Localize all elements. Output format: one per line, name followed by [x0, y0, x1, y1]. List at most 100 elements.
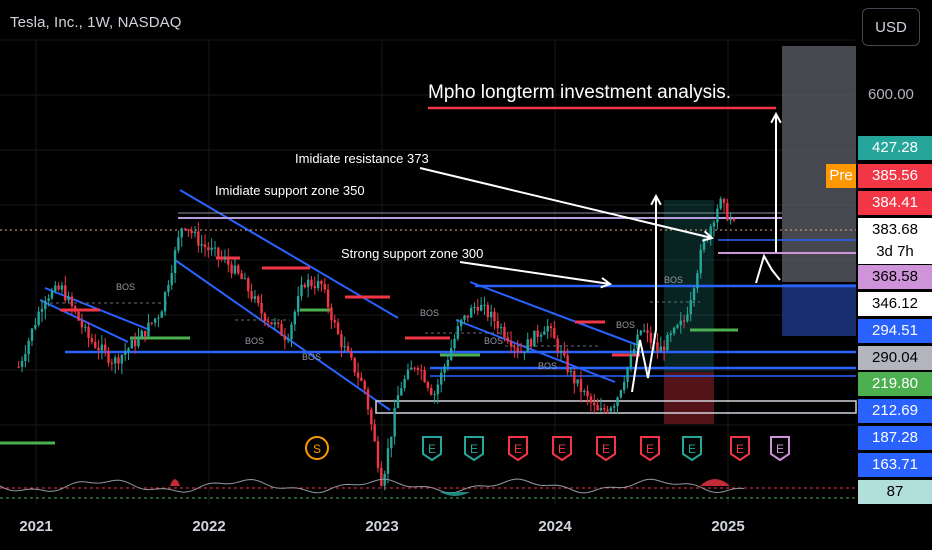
candle-body	[629, 353, 633, 368]
event-mark-letter: E	[514, 442, 522, 456]
candle-body	[133, 339, 137, 347]
event-mark: E	[422, 436, 442, 462]
candle-body	[306, 279, 310, 288]
candle-body	[183, 228, 187, 230]
candle-body	[509, 341, 513, 347]
event-mark: S	[305, 436, 329, 460]
upside-arrow-2-head	[770, 111, 782, 124]
price-label: 383.68	[858, 218, 932, 242]
analysis-title: Mpho longterm investment analysis.	[428, 82, 732, 103]
candle-body	[104, 344, 107, 351]
price-label: 163.71	[858, 453, 932, 477]
event-mark-letter: E	[558, 442, 566, 456]
candle-body	[280, 323, 283, 336]
candle-body	[696, 273, 699, 289]
candle-body	[440, 372, 443, 385]
price-label: 385.56	[858, 164, 932, 188]
candle-body	[619, 390, 623, 398]
candle-body	[386, 448, 390, 474]
candle-body	[466, 315, 470, 318]
candle-body	[44, 300, 47, 310]
candle-body	[207, 247, 210, 251]
candle-body	[380, 467, 383, 486]
candle-body	[300, 284, 303, 297]
candle-body	[719, 198, 722, 209]
candle-body	[123, 351, 127, 355]
candle-body	[606, 409, 609, 412]
event-mark-letter: E	[688, 442, 696, 456]
candle-body	[336, 322, 340, 335]
candle-body	[639, 330, 643, 335]
bos-label: BOS	[302, 352, 321, 362]
candle-body	[24, 354, 27, 362]
candle-body	[463, 315, 466, 320]
candle-body	[153, 318, 157, 323]
candle-body	[533, 330, 536, 347]
candle-body	[519, 351, 523, 353]
event-mark-letter: E	[470, 442, 478, 456]
price-label: 87	[858, 480, 932, 504]
candle-body	[107, 350, 110, 363]
candle-body	[97, 347, 100, 351]
candle-body	[74, 306, 77, 312]
candle-body	[70, 296, 74, 307]
osc-peak	[700, 479, 730, 486]
candle-body	[84, 326, 87, 328]
candle-body	[283, 335, 287, 341]
currency-button[interactable]: USD	[862, 8, 920, 46]
candle-body	[80, 320, 84, 328]
candle-body	[716, 208, 719, 223]
candle-body	[197, 231, 200, 246]
candle-body	[732, 218, 736, 221]
candle-body	[536, 330, 539, 337]
bos-label: BOS	[538, 361, 557, 371]
zigzag-path-1	[631, 329, 657, 393]
candle-body	[603, 408, 606, 410]
candle-body	[576, 379, 579, 384]
candle-body	[27, 340, 30, 355]
candle-body	[360, 377, 363, 381]
candle-body	[632, 348, 636, 354]
candle-body	[180, 228, 183, 238]
bos-label: BOS	[484, 336, 503, 346]
support300-arrow	[459, 261, 611, 285]
event-mark: E	[640, 436, 660, 462]
zigzag-path-2	[755, 253, 781, 284]
candle-body	[150, 322, 153, 324]
candle-body	[626, 367, 629, 382]
candle-body	[57, 285, 60, 290]
candle-body	[543, 331, 546, 335]
price-label: 219.80	[858, 372, 932, 396]
annotation-support-300: Strong support zone 300	[341, 246, 484, 261]
candle-body	[589, 396, 593, 403]
candle-body	[406, 369, 410, 379]
event-mark-outline	[305, 436, 329, 460]
candle-body	[496, 321, 499, 329]
stop-zone	[782, 284, 856, 336]
candle-body	[613, 406, 616, 408]
candle-body	[623, 381, 626, 391]
candle-body	[446, 359, 450, 367]
price-label: 290.04	[858, 346, 932, 370]
bos-label: BOS	[664, 275, 683, 285]
price-label: 187.28	[858, 426, 932, 450]
event-mark-outline	[640, 436, 660, 462]
candle-body	[486, 304, 489, 318]
candle-body	[227, 257, 230, 265]
price-label: 212.69	[858, 399, 932, 423]
candle-body	[213, 247, 217, 249]
event-mark-letter: E	[646, 442, 654, 456]
symbol-title[interactable]: Tesla, Inc., 1W, NASDAQ	[10, 14, 182, 31]
candle-body	[553, 328, 556, 339]
candle-body	[616, 397, 619, 407]
candle-body	[137, 336, 140, 347]
candle-body	[383, 473, 386, 486]
candle-body	[273, 322, 277, 325]
bos-label: BOS	[616, 320, 635, 330]
candle-body	[566, 355, 569, 373]
candle-body	[450, 348, 453, 360]
oscillator-line	[0, 478, 745, 494]
candle-body	[270, 322, 273, 325]
candle-body	[320, 280, 323, 285]
